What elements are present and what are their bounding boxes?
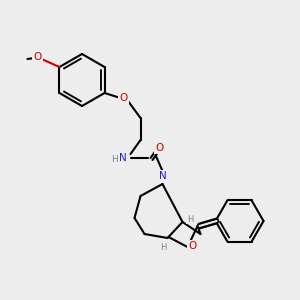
Text: H: H: [111, 155, 118, 164]
Text: H: H: [160, 242, 167, 251]
Text: N: N: [159, 171, 167, 181]
Text: N: N: [118, 153, 126, 163]
Text: O: O: [119, 93, 128, 103]
Text: O: O: [188, 241, 196, 251]
Text: H: H: [187, 214, 194, 224]
Text: O: O: [155, 143, 164, 153]
Text: O: O: [33, 52, 42, 62]
